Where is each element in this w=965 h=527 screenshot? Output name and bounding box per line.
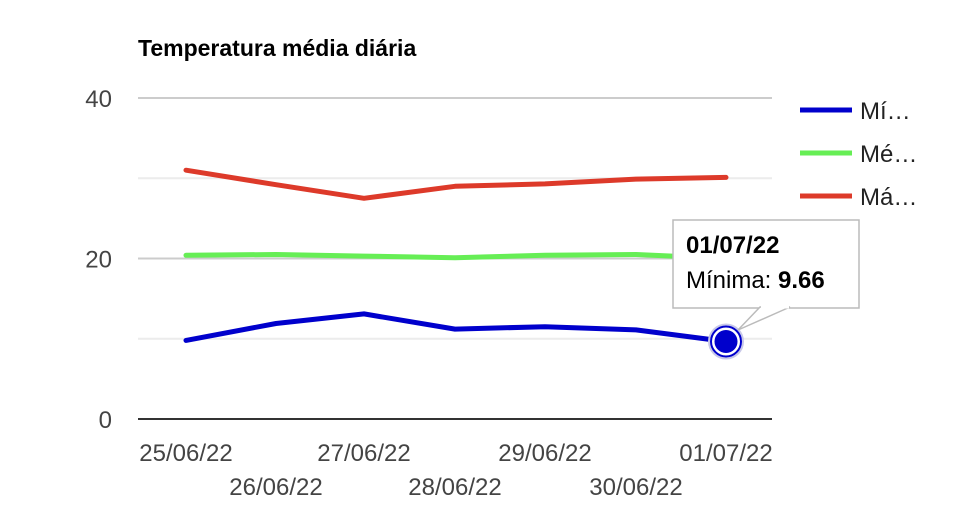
x-tick-label: 25/06/22 [139,440,232,467]
y-tick-label: 40 [85,86,112,113]
legend-item[interactable]: Má… [800,184,917,211]
series-lines [183,167,744,360]
legend-item[interactable]: Mé… [800,141,917,168]
series-line-0[interactable] [183,311,729,344]
y-tick-label: 0 [99,407,112,434]
tooltip-date: 01/07/22 [686,232,779,259]
x-tick-label: 27/06/22 [317,440,410,467]
chart-title: Temperatura média diária [138,35,416,61]
legend-label: Mé… [860,141,917,168]
legend-item[interactable]: Mí… [800,98,911,125]
highlight-ring [710,325,742,358]
tooltip-value-line: Mínima: 9.66 [686,267,825,294]
x-tick-label: 26/06/22 [229,474,322,501]
x-tick-label: 28/06/22 [408,474,501,501]
x-tick-label: 29/06/22 [498,440,591,467]
series-line-1[interactable] [183,252,729,261]
y-tick-label: 20 [85,247,112,274]
x-tick-label: 01/07/22 [679,440,772,467]
tooltip-label: Mínima: [686,267,778,294]
legend-label: Má… [860,184,917,211]
legend[interactable]: Mí… Mé… Má… [800,98,917,211]
highlighted-point[interactable] [711,326,741,356]
x-axis-ticks: 25/06/22 26/06/22 27/06/22 28/06/22 29/06/22… [139,440,772,501]
legend-label: Mí… [860,98,911,125]
tooltip: 01/07/22 Mínima: 9.66 [672,219,860,331]
tooltip-value: 9.66 [778,267,825,294]
series-line-2[interactable] [183,167,729,201]
y-axis-ticks: 0 20 40 [85,86,112,434]
x-tick-label: 30/06/22 [589,474,682,501]
tooltip-pointer [737,306,791,331]
